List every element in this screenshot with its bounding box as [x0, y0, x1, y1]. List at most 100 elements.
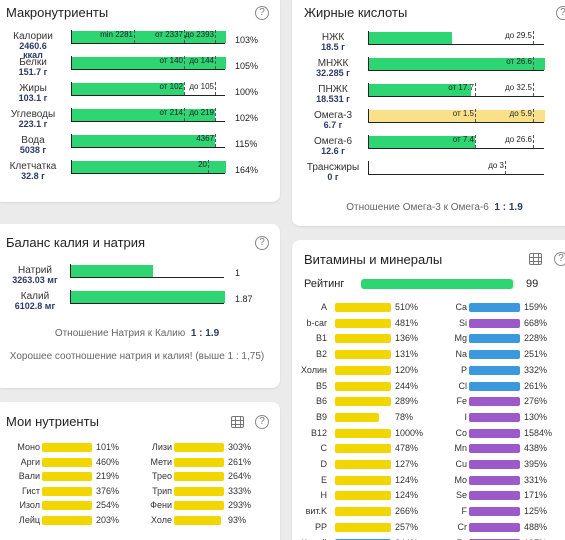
rating-label: Рейтинг — [304, 278, 345, 290]
vitamin-mineral-bar — [469, 382, 520, 391]
target-marker: min 2281 — [100, 30, 135, 43]
nutrient-percent: 203% — [96, 515, 120, 525]
nutrient-label: Клетчатка 32.8 г — [0, 162, 68, 181]
target-marker: до 26.6 — [505, 135, 534, 148]
nutrient-bar — [42, 516, 92, 525]
vitamin-mineral-name: Калий — [301, 538, 327, 540]
target-marker: от 2337 — [155, 30, 185, 43]
target-marker-label: от 214 — [159, 108, 183, 117]
nutrient-percent: 100% — [235, 87, 259, 97]
table-view-icon[interactable] — [231, 416, 244, 428]
vitamin-mineral-name: C — [320, 443, 328, 453]
nutrient-bar — [72, 83, 184, 95]
vitamin-mineral-bar — [335, 366, 391, 375]
vitamin-mineral-percent: 332% — [524, 365, 548, 375]
help-icon[interactable]: ? — [255, 236, 269, 250]
nutrient-bar — [42, 501, 92, 510]
vitamin-mineral-percent: 137% — [524, 538, 547, 540]
vitamin-mineral-percent: 289% — [395, 396, 419, 406]
fatty-acid-bar — [369, 58, 545, 70]
nutrient-value: 32.8 г — [21, 171, 45, 181]
nutrient-value: 223.1 г — [18, 119, 48, 129]
fatty-acid-value: 18.5 г — [321, 42, 345, 52]
nutrient-name: Гист — [21, 486, 40, 496]
nutrient-name: Трип — [152, 486, 172, 496]
potassium-sodium-title: Баланс калия и натрия — [6, 235, 146, 250]
nutrient-value: 103.1 г — [18, 93, 48, 103]
nutrient-value: 5038 г — [19, 145, 47, 155]
vitamin-mineral-name: Cr — [457, 522, 468, 532]
fatty-acid-name: Омега-3 — [313, 110, 353, 121]
nutrient-percent: 261% — [228, 457, 252, 467]
nutrient-bar — [72, 161, 226, 173]
vitamin-mineral-percent: 244% — [395, 381, 419, 391]
vitamin-mineral-percent: 481% — [395, 318, 419, 328]
nutrient-track: min 2281 от 2337 до 2393 — [71, 30, 226, 44]
fatty-acid-track: от 17.7 до 32.5 — [368, 83, 544, 97]
vitamin-mineral-percent: 120% — [395, 365, 419, 375]
help-icon[interactable]: ? — [255, 6, 269, 20]
sodium-potassium-ratio: Отношение Натрия к Калию 1 : 1.9 — [0, 328, 280, 339]
vitamin-mineral-percent: 261% — [524, 381, 548, 391]
vitamin-mineral-bar — [469, 334, 520, 343]
target-marker-label: до 29.5 — [505, 31, 532, 40]
vitamin-mineral-name: Na — [455, 349, 467, 359]
vitamin-mineral-bar — [335, 303, 391, 312]
nutrient-percent: 293% — [228, 500, 252, 510]
vitamin-mineral-percent: 668% — [524, 318, 548, 328]
target-marker: до 32.5 — [505, 83, 534, 96]
target-marker-label: min 2281 — [100, 30, 133, 39]
vitamin-mineral-percent: 438% — [524, 443, 548, 453]
help-icon[interactable]: ? — [554, 252, 565, 266]
table-view-icon[interactable] — [529, 253, 542, 265]
vitamin-mineral-name: B12 — [310, 428, 327, 438]
vitamin-mineral-name: B1 — [315, 333, 327, 343]
nutrient-bar — [174, 443, 224, 452]
nutrient-percent: 376% — [96, 486, 120, 496]
target-marker-label: до 5.9 — [509, 109, 532, 118]
mineral-name: Натрий — [18, 265, 52, 276]
nutrient-name: Лизи — [151, 442, 172, 452]
target-marker: до 3 — [488, 161, 506, 174]
nutrient-name: Фени — [150, 500, 172, 510]
fatty-acid-bar — [369, 32, 452, 44]
target-marker-label: до 144 — [189, 56, 214, 65]
vitamin-mineral-percent: 1000% — [395, 428, 424, 438]
target-marker-label: от 1.5 — [452, 109, 474, 118]
target-marker: до 105 — [189, 82, 216, 95]
nutrient-bar — [42, 458, 92, 467]
vitamin-mineral-bar — [335, 523, 391, 532]
rating-track — [361, 279, 515, 289]
mineral-track — [70, 290, 225, 304]
nutrient-label: Углеводы 223.1 г — [0, 110, 68, 129]
vitamin-mineral-bar — [335, 334, 391, 343]
mineral-name: Калий — [20, 291, 50, 302]
nutrient-name: Калории — [13, 31, 53, 42]
help-icon[interactable]: ? — [556, 6, 565, 20]
vitamin-mineral-bar — [469, 507, 520, 516]
nutrient-name: Мети — [150, 457, 172, 467]
vitamin-mineral-name: B6 — [315, 396, 327, 406]
sodium-potassium-ratio-label: Отношение Натрия к Калию — [54, 328, 186, 339]
fatty-acid-label: Трансжиры 0 г — [296, 163, 370, 182]
vitamin-mineral-percent: 125% — [524, 506, 548, 516]
mineral-label: Калий 6102.8 мг — [0, 292, 72, 311]
vitamin-mineral-bar — [469, 523, 520, 532]
vitamin-mineral-bar — [469, 460, 520, 469]
vitamin-mineral-bar — [335, 382, 391, 391]
vitamin-mineral-percent: 131% — [395, 349, 419, 359]
nutrient-percent: 219% — [96, 471, 120, 481]
vitamin-mineral-bar — [469, 491, 520, 500]
help-icon[interactable]: ? — [255, 415, 269, 429]
nutrient-track: от 102 до 105 — [71, 82, 225, 96]
vitamin-mineral-percent: 228% — [524, 333, 548, 343]
potassium-sodium-card: Баланс калия и натрия ? Натрий 3263.03 мг… — [0, 224, 280, 388]
nutrient-track: от 140 до 144 — [71, 56, 226, 70]
vitamin-mineral-name: H — [320, 490, 328, 500]
fatty-acid-name: МНЖК — [317, 58, 349, 69]
target-marker-label: от 7.4 — [452, 135, 474, 144]
macronutrients-title: Макронутриенты — [6, 5, 109, 20]
fatty-acids-title: Жирные кислоты — [304, 5, 408, 20]
nutrient-bar — [42, 472, 92, 481]
